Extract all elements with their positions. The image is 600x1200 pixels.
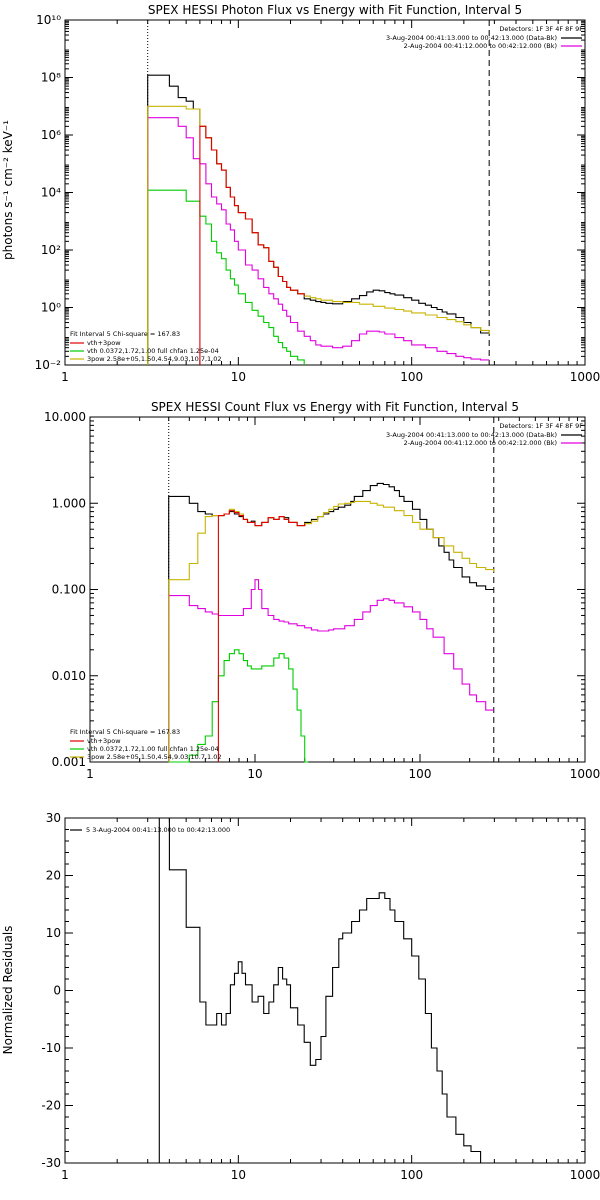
series-group (147, 817, 490, 1164)
x-tick-label: 1 (86, 767, 94, 781)
fit-legend: Fit Interval 5 Chi-square = 167.83 vth+3… (70, 728, 222, 761)
y-tick-label: 30 (46, 811, 61, 825)
fit-legend: Fit Interval 5 Chi-square = 167.83 vth+3… (70, 330, 222, 363)
y-tick-label: 0.001 (52, 755, 86, 769)
x-tick-label: 10 (247, 767, 262, 781)
residual-legend: 5 3-Aug-2004 00:41:13.000 to 00:42:13.00… (70, 826, 230, 834)
series-line (199, 125, 305, 365)
series-line (168, 500, 495, 762)
legend-entry-label: vth+3pow (87, 737, 121, 745)
legend-header: Fit Interval 5 Chi-square = 167.83 (70, 330, 180, 338)
plot-frame (64, 19, 586, 366)
y-axis-label: photons s⁻¹ cm⁻² keV⁻¹ (1, 120, 15, 260)
y-tick-label: 10⁰ (41, 301, 61, 315)
series-line (168, 649, 309, 763)
y-tick-label: 0 (53, 984, 61, 998)
y-tick-label: -20 (41, 1099, 61, 1113)
panel-title: SPEX HESSI Photon Flux vs Energy with Fi… (148, 3, 522, 17)
cutoff-lines (168, 417, 495, 762)
series-line (168, 482, 494, 762)
legend-entry-label: vth 0.0372,1.72,1.00 full chfan 1.25e-04 (87, 347, 219, 355)
series-line (217, 510, 306, 762)
y-tick-label: 10⁴ (41, 186, 61, 200)
series-line (147, 817, 490, 1164)
legend-entry-label: 3-Aug-2004 00:41:13.000 to 00:42:13.000 … (386, 431, 557, 439)
y-tick-label: 10² (41, 243, 61, 257)
y-tick-label: 10¹⁰ (36, 13, 61, 27)
legend-entry-label: 2-Aug-2004 00:41:12.000 to 00:42:12.000 … (404, 439, 557, 447)
panel-title: SPEX HESSI Count Flux vs Energy with Fit… (151, 400, 519, 414)
series-group (147, 74, 490, 365)
series-line (168, 579, 494, 762)
legend-entry-label: 3-Aug-2004 00:41:13.000 to 00:42:13.000 … (386, 34, 557, 42)
series-line (147, 74, 490, 365)
plot-frame (64, 817, 586, 1164)
x-tick-label: 100 (409, 767, 432, 781)
y-tick-label: -10 (41, 1041, 61, 1055)
legend-entry-label: vth 0.0372,1.72,1.00 full chfan 1.25e-04 (87, 745, 219, 753)
residuals-panel: Normalized Residuals 1 10 100 1000-30-20-10… (1, 811, 600, 1182)
y-tick-label: 0.100 (52, 583, 86, 597)
plot-frame (89, 416, 586, 763)
x-tick-label: 1000 (570, 767, 600, 781)
axis-ticks: 1 10 100 1000 10⁻² 10⁰ 10² 10⁴ 10⁶ 10⁸ 10¹⁰ (35, 13, 600, 384)
x-tick-label: 10 (231, 370, 246, 384)
y-tick-label: -30 (41, 1156, 61, 1170)
legend-header: Fit Interval 5 Chi-square = 167.83 (70, 728, 180, 736)
detector-legend: Detectors: 1F 3F 4F 8F 9F 3-Aug-2004 00:… (386, 25, 583, 50)
series-line (147, 105, 490, 365)
detector-legend: Detectors: 1F 3F 4F 8F 9F 3-Aug-2004 00:… (386, 422, 583, 447)
series-line (147, 189, 305, 365)
photon-flux-panel: SPEX HESSI Photon Flux vs Energy with Fi… (1, 3, 600, 384)
x-tick-label: 1 (61, 1168, 69, 1182)
x-tick-label: 1000 (570, 1168, 600, 1182)
x-tick-label: 100 (400, 370, 423, 384)
y-tick-label: 20 (46, 869, 61, 883)
legend-entry-label: 3pow 2.58e+05,1.50,4.54,9.03,10.7,1.02 (87, 355, 222, 363)
y-tick-label: 10.000 (44, 410, 86, 424)
y-tick-label: 10⁸ (41, 71, 61, 85)
axis-ticks: 1 10 100 1000 0.001 0.010 0.100 1.000 10.000 (44, 410, 600, 781)
legend-entry-label: vth+3pow (87, 339, 121, 347)
legend-entry-label: 3pow 2.58e+05,1.50,4.54,9.03,10.7,1.02 (87, 753, 222, 761)
y-tick-label: 10 (46, 926, 61, 940)
axis-ticks: 1 10 100 1000 -30 -20 -10 0 10 20 30 (41, 811, 600, 1182)
y-tick-label: 1.000 (52, 496, 86, 510)
x-tick-label: 100 (400, 1168, 423, 1182)
x-tick-label: 1000 (570, 370, 600, 384)
legend-header: Detectors: 1F 3F 4F 8F 9F (499, 25, 583, 33)
y-tick-label: 0.010 (52, 669, 86, 683)
cutoff-lines (147, 20, 490, 365)
y-axis-label: Normalized Residuals (1, 926, 15, 1055)
series-line (147, 117, 490, 365)
y-tick-label: 10⁶ (41, 128, 61, 142)
legend-entry-label: 2-Aug-2004 00:41:12.000 to 00:42:12.000 … (404, 42, 557, 50)
x-tick-label: 10 (231, 1168, 246, 1182)
count-flux-panel: SPEX HESSI Count Flux vs Energy with Fit… (44, 400, 600, 781)
y-tick-label: 10⁻² (35, 358, 62, 372)
x-tick-label: 1 (61, 370, 69, 384)
legend-header: Detectors: 1F 3F 4F 8F 9F (499, 422, 583, 430)
legend-entry-label: 5 3-Aug-2004 00:41:13.000 to 00:42:13.00… (86, 826, 230, 834)
series-group (168, 482, 495, 763)
